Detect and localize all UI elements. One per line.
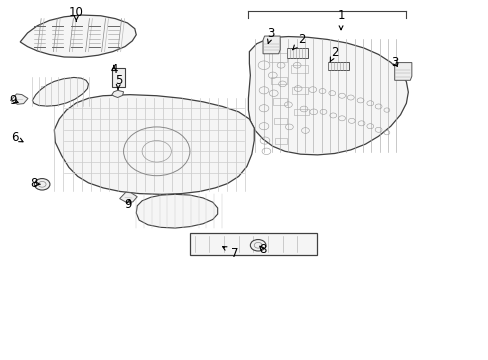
Text: 9: 9 [9, 94, 18, 107]
Bar [112, 68, 124, 87]
Text: 10: 10 [69, 6, 83, 22]
Bar [271, 77, 286, 84]
Text: 1: 1 [337, 9, 344, 30]
Circle shape [34, 179, 50, 190]
Text: 8: 8 [259, 243, 266, 256]
Text: 6: 6 [12, 131, 23, 144]
Polygon shape [32, 77, 88, 106]
Bar [274, 138, 286, 144]
Text: 3: 3 [267, 27, 274, 44]
Bar [292, 87, 307, 94]
Bar [189, 233, 316, 255]
Polygon shape [20, 15, 136, 57]
Bar [290, 65, 307, 73]
Text: 9: 9 [124, 198, 132, 211]
Text: 4: 4 [110, 63, 117, 76]
Polygon shape [120, 192, 137, 203]
Bar [294, 109, 308, 116]
Bar [44, 92, 59, 101]
Text: 8: 8 [30, 177, 40, 190]
Bar [287, 48, 307, 58]
Bar [41, 86, 51, 92]
Text: 2: 2 [292, 33, 305, 50]
Polygon shape [248, 37, 407, 155]
Polygon shape [10, 94, 28, 104]
Polygon shape [54, 95, 254, 194]
Polygon shape [112, 90, 123, 98]
Bar [273, 118, 287, 125]
Bar [328, 62, 348, 69]
Text: 3: 3 [390, 56, 398, 69]
Polygon shape [263, 36, 280, 54]
Bar [268, 53, 287, 62]
Polygon shape [394, 63, 411, 80]
Bar [272, 98, 287, 105]
Text: 7: 7 [222, 247, 238, 260]
Text: 2: 2 [329, 46, 338, 62]
Polygon shape [136, 194, 217, 228]
Text: 5: 5 [115, 74, 122, 90]
Circle shape [250, 239, 265, 251]
